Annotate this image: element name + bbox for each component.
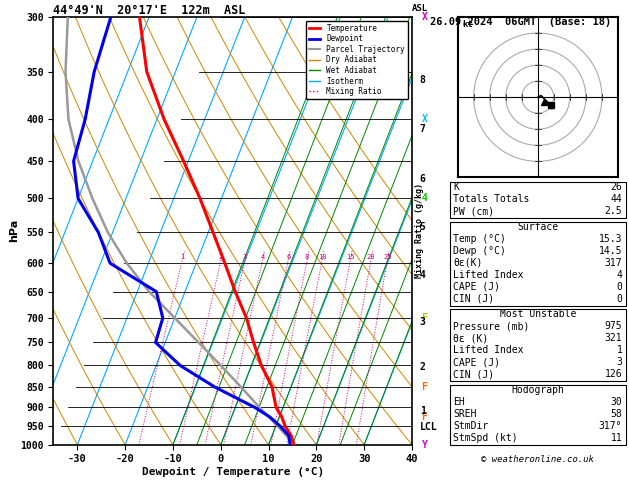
Text: Lifted Index: Lifted Index bbox=[454, 345, 524, 355]
Text: Pressure (mb): Pressure (mb) bbox=[454, 321, 530, 331]
Text: 4: 4 bbox=[421, 193, 428, 204]
Text: 3: 3 bbox=[243, 254, 247, 260]
Text: 25: 25 bbox=[383, 254, 391, 260]
Text: F: F bbox=[421, 412, 428, 422]
Text: EH: EH bbox=[454, 397, 465, 407]
Bar bbox=[450, 309, 626, 381]
Text: 30: 30 bbox=[611, 397, 622, 407]
Text: 4: 4 bbox=[260, 254, 265, 260]
Text: 1: 1 bbox=[616, 345, 622, 355]
Text: © weatheronline.co.uk: © weatheronline.co.uk bbox=[481, 455, 594, 464]
Text: 4: 4 bbox=[616, 270, 622, 280]
Text: StmDir: StmDir bbox=[454, 421, 489, 431]
Legend: Temperature, Dewpoint, Parcel Trajectory, Dry Adiabat, Wet Adiabat, Isotherm, Mi: Temperature, Dewpoint, Parcel Trajectory… bbox=[306, 21, 408, 99]
Text: Y: Y bbox=[421, 440, 428, 450]
Text: 20: 20 bbox=[367, 254, 375, 260]
Text: PW (cm): PW (cm) bbox=[454, 206, 494, 216]
Y-axis label: hPa: hPa bbox=[9, 219, 19, 243]
Text: kt: kt bbox=[462, 19, 473, 29]
Text: 11: 11 bbox=[611, 433, 622, 443]
Text: θε (K): θε (K) bbox=[454, 333, 489, 343]
Text: θε(K): θε(K) bbox=[454, 258, 482, 268]
Text: Dewp (°C): Dewp (°C) bbox=[454, 246, 506, 256]
Text: km
ASL: km ASL bbox=[412, 0, 428, 13]
Text: 321: 321 bbox=[604, 333, 622, 343]
X-axis label: Dewpoint / Temperature (°C): Dewpoint / Temperature (°C) bbox=[142, 467, 324, 477]
Text: 44: 44 bbox=[611, 194, 622, 204]
Text: 26: 26 bbox=[611, 182, 622, 192]
Text: Most Unstable: Most Unstable bbox=[499, 309, 576, 319]
Text: Surface: Surface bbox=[517, 222, 559, 232]
Text: 8: 8 bbox=[305, 254, 309, 260]
Text: 15: 15 bbox=[346, 254, 355, 260]
Text: 2.5: 2.5 bbox=[604, 206, 622, 216]
Text: CIN (J): CIN (J) bbox=[454, 369, 494, 379]
Text: CAPE (J): CAPE (J) bbox=[454, 282, 500, 292]
Text: 6: 6 bbox=[286, 254, 291, 260]
Text: K: K bbox=[454, 182, 459, 192]
Text: X: X bbox=[421, 12, 428, 22]
Text: F: F bbox=[421, 382, 428, 392]
Text: Totals Totals: Totals Totals bbox=[454, 194, 530, 204]
Text: F: F bbox=[421, 313, 428, 323]
Text: 10: 10 bbox=[318, 254, 326, 260]
Text: 58: 58 bbox=[611, 409, 622, 419]
Text: 2: 2 bbox=[219, 254, 223, 260]
Text: Lifted Index: Lifted Index bbox=[454, 270, 524, 280]
Bar bbox=[450, 222, 626, 306]
Text: 126: 126 bbox=[604, 369, 622, 379]
Text: 975: 975 bbox=[604, 321, 622, 331]
Text: Temp (°C): Temp (°C) bbox=[454, 234, 506, 244]
Text: Mixing Ratio (g/kg): Mixing Ratio (g/kg) bbox=[415, 183, 424, 278]
Bar bbox=[450, 182, 626, 218]
Text: 317°: 317° bbox=[599, 421, 622, 431]
Text: Hodograph: Hodograph bbox=[511, 385, 564, 395]
Bar bbox=[450, 385, 626, 445]
Text: 317: 317 bbox=[604, 258, 622, 268]
Text: CIN (J): CIN (J) bbox=[454, 294, 494, 304]
Text: 3: 3 bbox=[616, 357, 622, 367]
Text: 0: 0 bbox=[616, 294, 622, 304]
Text: 14.5: 14.5 bbox=[599, 246, 622, 256]
Text: CAPE (J): CAPE (J) bbox=[454, 357, 500, 367]
Text: 26.09.2024  06GMT  (Base: 18): 26.09.2024 06GMT (Base: 18) bbox=[430, 17, 611, 27]
Text: 15.3: 15.3 bbox=[599, 234, 622, 244]
Text: SREH: SREH bbox=[454, 409, 477, 419]
Text: 0: 0 bbox=[616, 282, 622, 292]
Text: StmSpd (kt): StmSpd (kt) bbox=[454, 433, 518, 443]
Text: 1: 1 bbox=[180, 254, 184, 260]
Text: 44°49'N  20°17'E  122m  ASL: 44°49'N 20°17'E 122m ASL bbox=[53, 4, 246, 17]
Text: X: X bbox=[421, 114, 428, 124]
